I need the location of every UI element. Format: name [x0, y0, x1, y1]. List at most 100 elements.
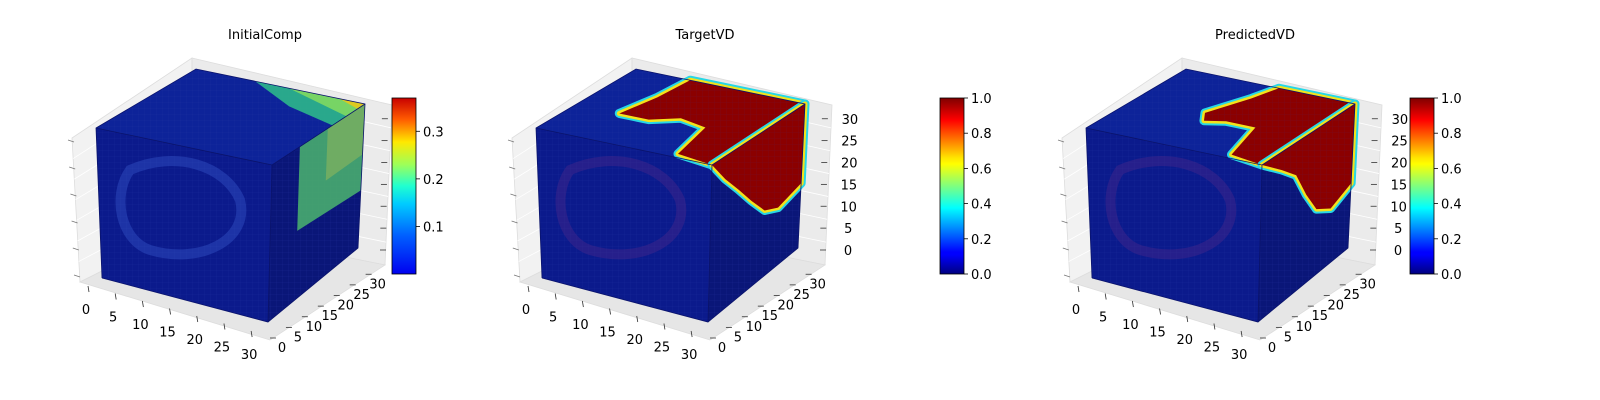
- colorbar: 0.0 0.2 0.4 0.6 0.8 1.0: [939, 92, 992, 283]
- z-tick-label: 30: [1392, 113, 1409, 128]
- x-tick-mark: [690, 330, 693, 338]
- z-tick-label: 20: [1391, 157, 1408, 172]
- x-tick-mark: [223, 323, 226, 330]
- inner-structure-shadow: [115, 156, 247, 260]
- colorbar-tick-label: 1.0: [1441, 92, 1462, 107]
- colorbar: 0.0 0.2 0.4 0.6 0.8 1.0: [1409, 92, 1462, 283]
- y-tick-label: 5: [1284, 330, 1292, 345]
- x-tick-mark: [1104, 293, 1107, 300]
- x-tick-label: 0: [82, 303, 90, 318]
- x-tick-mark: [636, 315, 639, 323]
- x-tick-label: 10: [1122, 318, 1139, 333]
- x-tick-label: 15: [159, 326, 176, 341]
- y-tick-label: 20: [777, 299, 794, 314]
- y-tick-label: 0: [278, 341, 286, 356]
- x-tick-label: 0: [522, 303, 530, 318]
- colorbar-tick-label: 0.2: [971, 233, 992, 248]
- colorbar-gradient: [939, 97, 965, 275]
- x-tick-mark: [1159, 308, 1161, 315]
- x-tick-mark: [141, 300, 144, 308]
- colorbar-tick-label: 0.1: [423, 220, 444, 235]
- z-tick-label: 15: [1391, 178, 1408, 193]
- x-tick-mark: [1213, 323, 1216, 330]
- x-tick-mark: [581, 300, 584, 308]
- y-tick-label: 30: [809, 277, 826, 292]
- colorbar-gradient: [1409, 97, 1435, 275]
- colorbar-tick-label: 0.8: [971, 127, 992, 142]
- x-tick-mark: [196, 315, 199, 323]
- x-tick-label: 25: [1204, 341, 1221, 356]
- colorbar-tick-label: 0.2: [1441, 233, 1462, 248]
- inner-structure-shadow: [555, 156, 687, 260]
- y-tick-label: 0: [718, 341, 726, 356]
- x-tick-label: 10: [572, 318, 589, 333]
- x-tick-label: 25: [214, 341, 231, 356]
- x-tick-mark: [169, 308, 171, 315]
- x-tick-label: 15: [1149, 326, 1166, 341]
- x-tick-mark: [527, 285, 530, 293]
- y-tick-label: 5: [294, 330, 302, 345]
- x-tick-label: 25: [654, 341, 671, 356]
- x-tick-label: 5: [1099, 311, 1107, 326]
- y-tick-label: 15: [762, 309, 779, 324]
- z-tick-label: 10: [840, 200, 857, 215]
- y-tick-label: 10: [306, 320, 323, 335]
- y-tick-label: 0: [1268, 341, 1276, 356]
- high-value-region-top: [255, 81, 365, 126]
- x-tick-label: 5: [109, 311, 117, 326]
- x-tick-mark: [554, 293, 557, 300]
- subplot-title: TargetVD: [674, 28, 734, 43]
- x-tick-label: 10: [132, 318, 149, 333]
- x-tick-label: 30: [681, 348, 698, 363]
- x-tick-label: 30: [241, 348, 258, 363]
- x-tick-mark: [250, 330, 253, 338]
- x-tick-label: 0: [1072, 303, 1080, 318]
- x-tick-label: 20: [626, 333, 643, 348]
- z-tick-label: 20: [841, 157, 858, 172]
- x-tick-mark: [1131, 300, 1134, 308]
- x-tick-mark: [663, 323, 666, 330]
- y-tick-label: 10: [1296, 320, 1313, 335]
- colorbar-tick-label: 0.4: [971, 198, 992, 213]
- y-tick-label: 25: [793, 288, 810, 303]
- y-tick-label: 5: [734, 330, 742, 345]
- colorbar-tick-label: 0.2: [423, 173, 444, 188]
- x-tick-mark: [609, 308, 611, 315]
- z-tick-label: 15: [841, 178, 858, 193]
- subplot-title: PredictedVD: [1215, 28, 1295, 43]
- y-tick-label: 20: [337, 299, 354, 314]
- z-tick-label: 0: [1394, 244, 1402, 259]
- x-tick-mark: [87, 285, 90, 293]
- y-tick-label: 25: [353, 288, 370, 303]
- colorbar-tick-label: 0.8: [1441, 127, 1462, 142]
- colorbar-tick-label: 0.6: [971, 162, 992, 177]
- y-tick-label: 15: [322, 309, 339, 324]
- z-tick-label: 5: [844, 222, 852, 237]
- colorbar-gradient: [391, 97, 417, 275]
- colorbar: 0.1 0.2 0.3: [391, 97, 444, 275]
- colorbar-tick-label: 0.3: [423, 125, 444, 140]
- x-tick-mark: [114, 293, 117, 300]
- z-tick-label: 30: [842, 113, 859, 128]
- y-tick-label: 10: [746, 320, 763, 335]
- z-tick-label: 5: [1394, 222, 1402, 237]
- x-tick-label: 15: [599, 326, 616, 341]
- y-tick-label: 15: [1312, 309, 1329, 324]
- x-tick-label: 20: [1176, 333, 1193, 348]
- x-tick-label: 30: [1231, 348, 1248, 363]
- z-tick-label: 25: [1391, 135, 1408, 150]
- colorbar-tick-label: 0.0: [1441, 268, 1462, 283]
- y-tick-label: 20: [1327, 299, 1344, 314]
- colorbar-tick-label: 0.6: [1441, 162, 1462, 177]
- colorbar-tick-label: 1.0: [971, 92, 992, 107]
- z-tick-label: 25: [841, 135, 858, 150]
- y-tick-label: 30: [1359, 277, 1376, 292]
- x-tick-label: 5: [549, 311, 557, 326]
- colorbar-tick-label: 0.4: [1441, 198, 1462, 213]
- colorbar-tick-label: 0.0: [971, 268, 992, 283]
- inner-structure-shadow: [1105, 156, 1237, 260]
- y-tick-label: 25: [1343, 288, 1360, 303]
